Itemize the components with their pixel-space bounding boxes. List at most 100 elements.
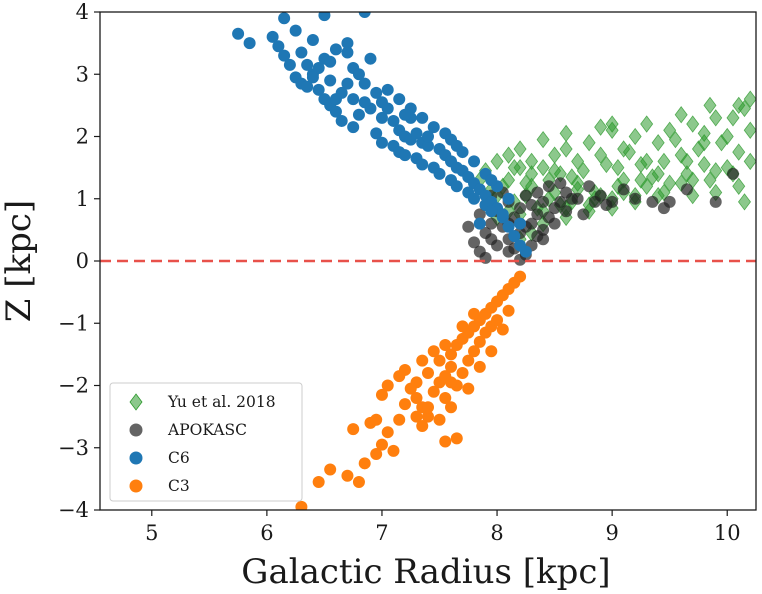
data-point [375, 136, 388, 149]
data-point [468, 345, 481, 358]
y-tick-label: −3 [58, 436, 89, 460]
data-point [370, 447, 383, 460]
data-point [583, 180, 596, 193]
data-point [450, 180, 463, 193]
data-point [576, 162, 590, 180]
data-point [531, 208, 544, 221]
data-point [697, 124, 711, 143]
data-point [295, 46, 308, 59]
data-point [502, 220, 515, 233]
data-point [646, 195, 659, 208]
data-point [433, 354, 446, 367]
data-point [554, 195, 567, 208]
data-point [468, 307, 481, 320]
data-point [422, 410, 434, 423]
legend-label: C3 [168, 477, 190, 495]
data-point [427, 385, 440, 398]
legend-marker [129, 423, 143, 437]
data-point [743, 152, 756, 171]
data-point [663, 195, 676, 208]
legend-box [109, 382, 303, 502]
data-point [318, 12, 331, 22]
data-point [278, 12, 291, 25]
data-point [445, 376, 458, 389]
data-point [272, 40, 285, 53]
data-point [680, 165, 694, 183]
data-point [312, 83, 325, 96]
x-tick-label: 8 [490, 521, 503, 545]
data-point [439, 339, 452, 352]
data-point [726, 167, 739, 180]
data-point [663, 174, 677, 192]
data-point [341, 77, 354, 90]
data-point [697, 155, 711, 174]
data-point [306, 34, 319, 47]
y-tick-label: 4 [76, 0, 89, 24]
data-point [341, 37, 354, 50]
legend-label: APOKASC [167, 421, 247, 439]
data-point [416, 158, 429, 171]
data-point [352, 108, 365, 121]
data-point [410, 410, 423, 423]
data-point [283, 58, 296, 71]
data-point [289, 24, 302, 37]
data-point [577, 208, 590, 221]
y-tick-label: −1 [58, 311, 89, 335]
data-point [663, 121, 677, 139]
legend-marker [129, 479, 143, 493]
data-point [548, 162, 562, 180]
data-point [600, 198, 613, 211]
data-point [732, 177, 746, 195]
legend-entry: APOKASC [129, 421, 247, 439]
data-point [508, 230, 521, 243]
legend-label: C6 [168, 449, 190, 467]
data-point [347, 93, 360, 106]
data-point [450, 139, 463, 152]
data-point [312, 475, 325, 488]
y-axis-title: Z [kpc] [0, 200, 39, 322]
data-point [416, 111, 429, 124]
data-point [559, 124, 573, 143]
data-point [645, 168, 659, 186]
data-point [410, 127, 423, 140]
data-point [554, 177, 567, 190]
data-point [370, 86, 383, 99]
data-point [485, 174, 498, 187]
data-point [243, 37, 256, 50]
data-point [433, 413, 446, 426]
legend-items: Yu et al. 2018 APOKASC C6 C3 [129, 393, 276, 495]
x-tick-label: 5 [145, 521, 158, 545]
data-point [439, 391, 452, 404]
data-point [629, 192, 642, 205]
data-point [427, 121, 440, 134]
data-point [737, 193, 751, 211]
data-point [657, 152, 671, 171]
data-point [502, 146, 516, 164]
data-point [594, 146, 608, 164]
legend-entry: Yu et al. 2018 [129, 393, 276, 411]
data-point [422, 401, 434, 414]
data-point [381, 426, 394, 439]
data-point [709, 162, 723, 180]
legend: Yu et al. 2018 APOKASC C6 C3 [109, 382, 303, 502]
data-point [536, 158, 550, 177]
data-point [456, 320, 469, 333]
data-point [456, 367, 469, 380]
data-point [726, 109, 740, 127]
legend-marker [129, 393, 143, 411]
data-point [347, 121, 360, 134]
data-point [502, 304, 515, 317]
data-point [743, 121, 756, 139]
y-tick-label: 0 [76, 249, 89, 273]
data-point [514, 217, 527, 230]
data-point [381, 379, 394, 392]
data-point [398, 149, 411, 162]
data-point [398, 108, 411, 121]
data-point [278, 49, 291, 62]
legend-entry: C6 [129, 449, 190, 467]
data-point [525, 165, 539, 183]
data-point [496, 323, 509, 336]
axis-ticks: 5 6 7 8 9 10 −4 −3 −2 −1 0 1 2 3 4 [58, 0, 741, 545]
data-point [686, 115, 700, 133]
